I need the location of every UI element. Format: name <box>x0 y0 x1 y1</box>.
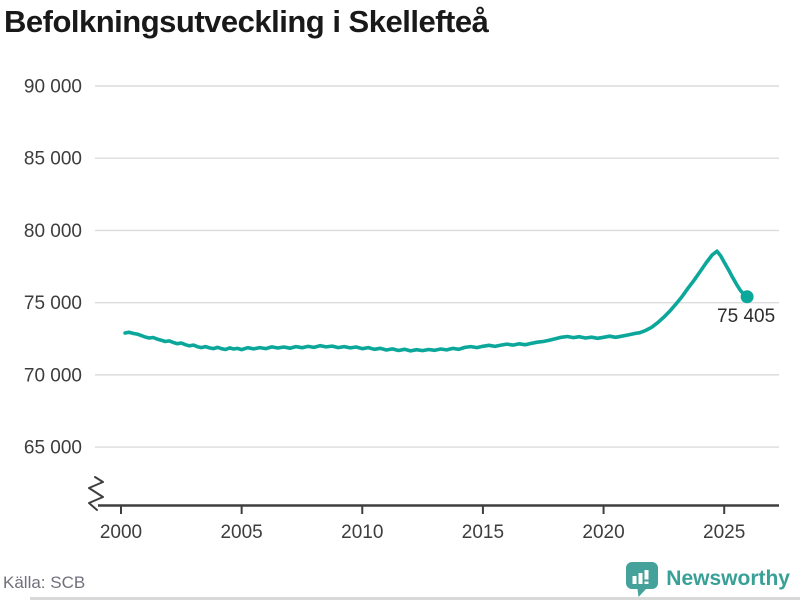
newsworthy-logo[interactable]: Newsworthy <box>624 561 790 597</box>
x-axis-ticks <box>120 505 726 514</box>
y-gridlines <box>95 85 779 448</box>
end-point-dot <box>740 290 754 304</box>
bottom-divider-bar <box>30 597 800 600</box>
newsworthy-bubble-icon <box>626 562 659 597</box>
y-tick-label: 75 000 <box>24 293 82 314</box>
source-label: Källa: SCB <box>3 573 86 592</box>
y-tick-label: 65 000 <box>24 438 82 459</box>
x-tick-label: 2010 <box>341 522 383 543</box>
y-tick-label: 70 000 <box>24 365 82 386</box>
y-tick-label: 80 000 <box>24 221 82 242</box>
x-axis-labels: 2000 2005 2010 2015 2020 2025 <box>100 522 745 543</box>
y-tick-label: 90 000 <box>24 77 82 98</box>
x-tick-label: 2025 <box>703 522 745 543</box>
x-tick-label: 2015 <box>462 522 504 543</box>
x-tick-label: 2000 <box>100 522 142 543</box>
population-line-chart: 90 000 85 000 80 000 75 000 70 000 65 000 200… <box>24 77 779 543</box>
end-value-label: 75 405 <box>717 306 775 327</box>
page-title: Befolkningsutveckling i Skellefteå <box>4 4 489 39</box>
x-tick-label: 2005 <box>220 522 262 543</box>
y-axis-labels: 90 000 85 000 80 000 75 000 70 000 65 000 <box>24 77 82 459</box>
x-tick-label: 2020 <box>582 522 624 543</box>
population-line <box>123 249 749 353</box>
newsworthy-logo-text: Newsworthy <box>666 567 790 590</box>
axis-break-icon <box>88 476 104 511</box>
y-tick-label: 85 000 <box>24 149 82 170</box>
